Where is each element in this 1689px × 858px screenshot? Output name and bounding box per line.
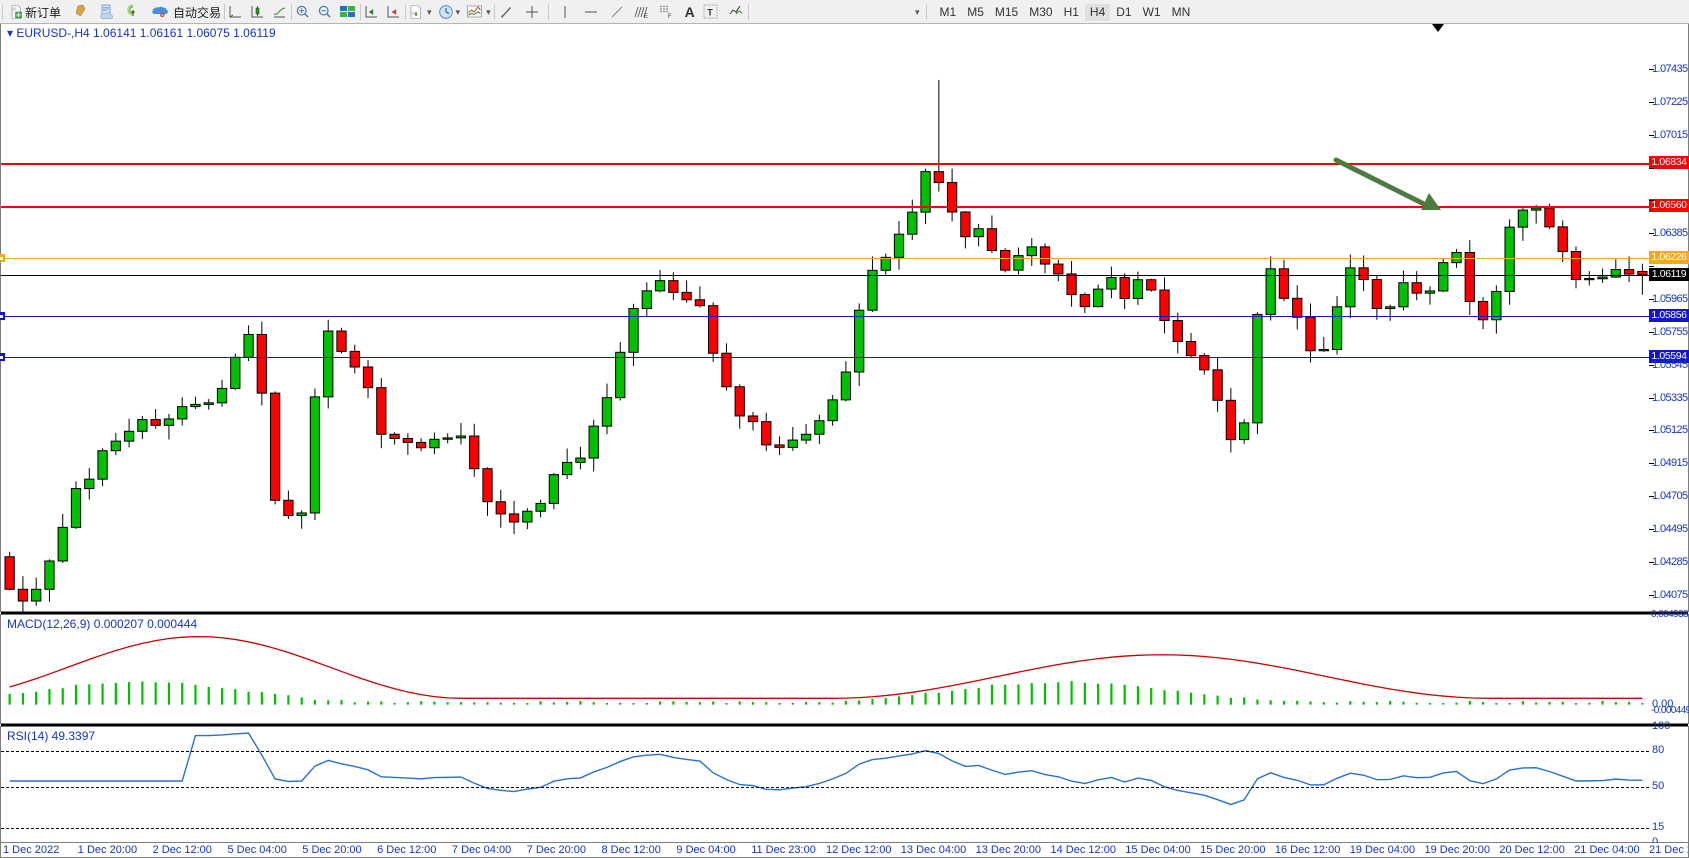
svg-text:T: T	[707, 8, 713, 18]
svg-text:F: F	[668, 14, 672, 20]
svg-text:E: E	[644, 14, 648, 20]
